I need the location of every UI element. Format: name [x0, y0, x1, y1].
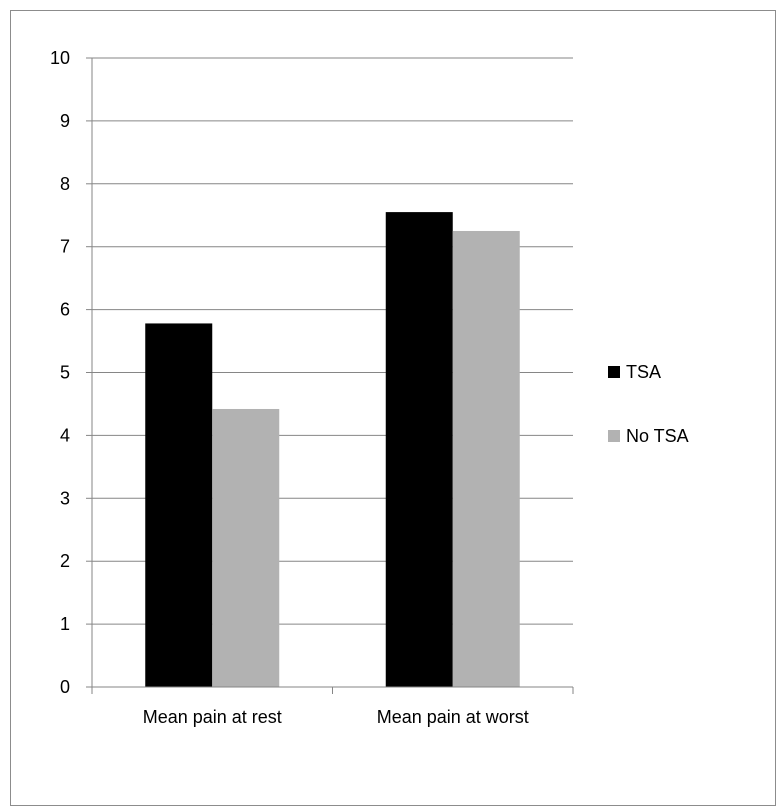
y-axis-tick-label: 9 [60, 111, 70, 131]
y-axis-tick-label: 10 [50, 48, 70, 68]
bars [145, 212, 520, 688]
y-axis-tick-label: 6 [60, 300, 70, 320]
x-axis-tick-label: Mean pain at worst [377, 707, 529, 727]
x-axis-tick-label: Mean pain at rest [143, 707, 282, 727]
legend-swatch [608, 366, 620, 378]
y-axis-tick-label: 0 [60, 677, 70, 697]
legend-swatch [608, 430, 620, 442]
legend-label: No TSA [626, 426, 689, 446]
bar-no-tsa [212, 408, 280, 687]
y-axis-tick-label: 5 [60, 363, 70, 383]
chart-frame [10, 10, 776, 806]
y-axis-tick-labels: 0 1 2 3 4 5 6 7 8 9 10 [50, 48, 92, 697]
legend-label: TSA [626, 362, 661, 382]
bar-tsa [385, 212, 453, 688]
y-axis-tick-label: 1 [60, 614, 70, 634]
bar-tsa [145, 323, 213, 687]
y-axis-tick-label: 4 [60, 425, 70, 445]
x-axis-tick-labels: Mean pain at rest Mean pain at worst [91, 687, 574, 727]
y-axis-tick-label: 3 [60, 488, 70, 508]
y-axis-tick-label: 2 [60, 551, 70, 571]
y-axis-tick-label: 7 [60, 237, 70, 257]
y-axis-tick-label: 8 [60, 174, 70, 194]
legend: TSA No TSA [608, 362, 689, 446]
bar-no-tsa [452, 230, 520, 687]
